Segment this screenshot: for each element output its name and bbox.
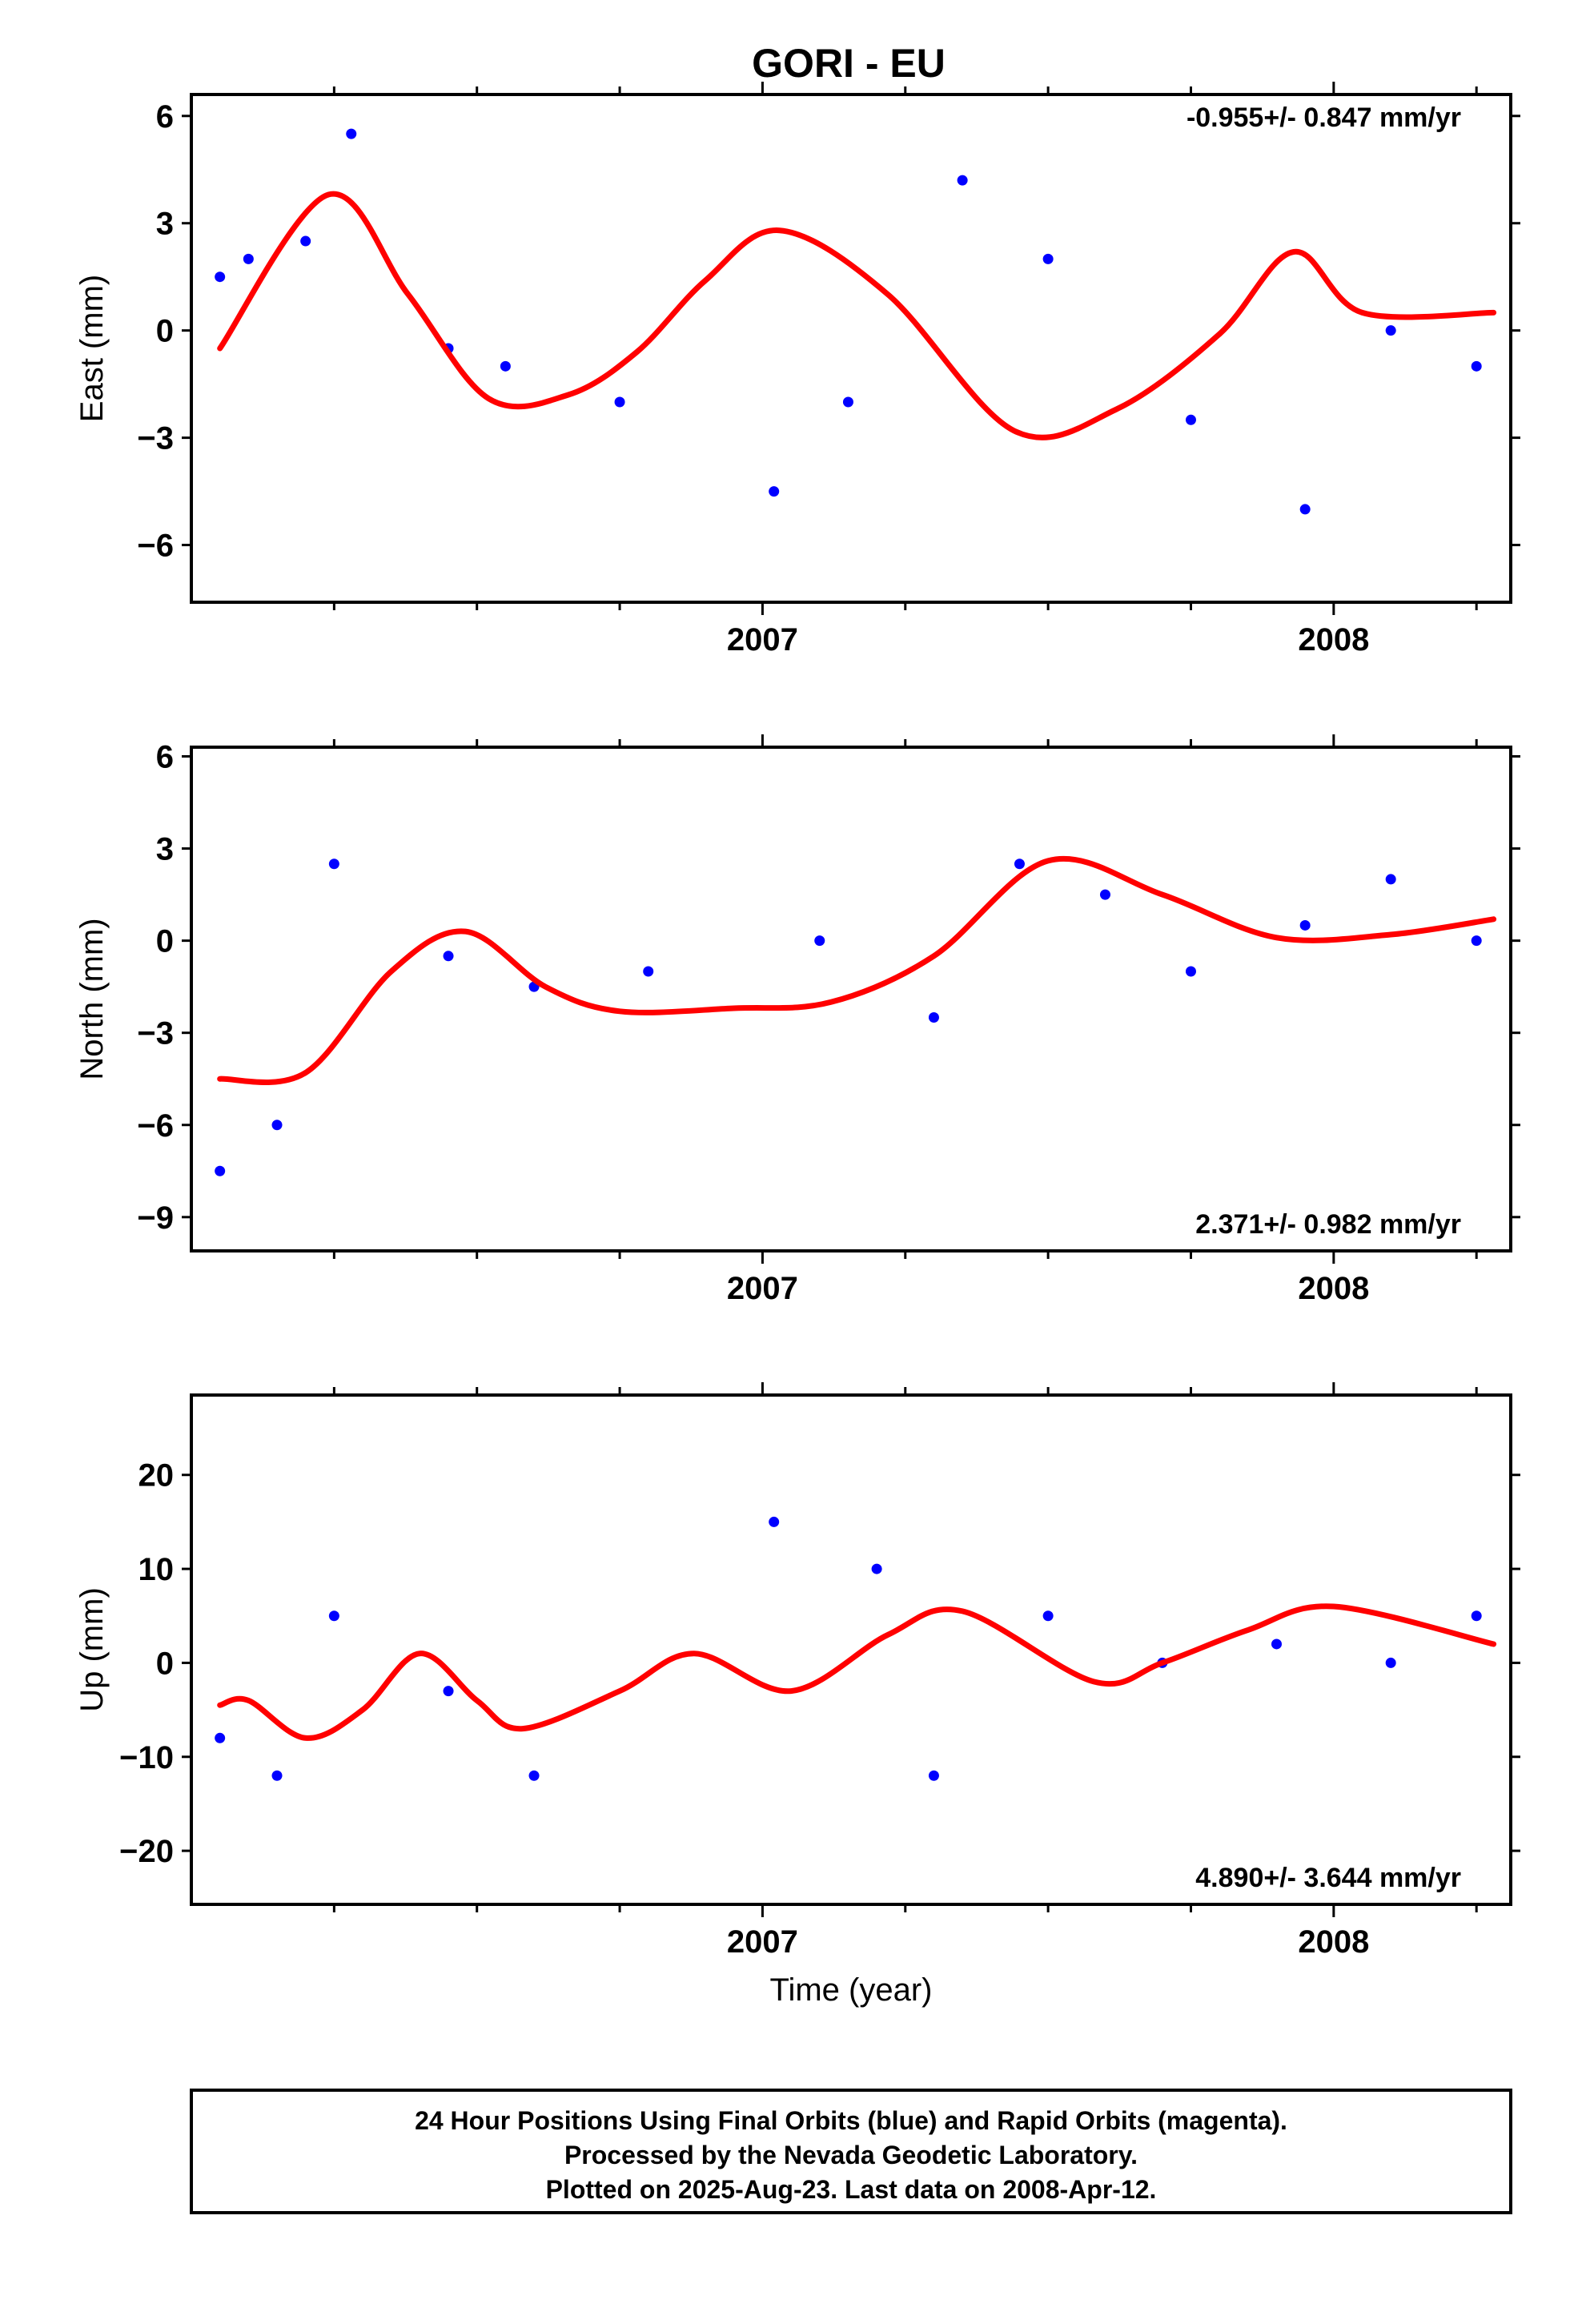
east-data-point xyxy=(500,360,511,372)
up-data-point xyxy=(928,1770,939,1781)
north-data-point xyxy=(1471,935,1482,947)
east-model-curve xyxy=(217,191,1497,440)
panel-north: 6 3 0 −3 −6 −9 2007 2008 North (mm) 2.371+/- 0.98… xyxy=(74,734,1520,1306)
up-data-point xyxy=(1271,1638,1282,1650)
north-data-point xyxy=(1185,966,1196,977)
up-ytick-label: 0 xyxy=(156,1646,174,1681)
east-frame xyxy=(190,93,1512,604)
footer-line-3: Plotted on 2025-Aug-23. Last data on 200… xyxy=(546,2175,1157,2204)
panels-group: 6 3 0 −3 −6 2007 2008 East (mm) -0.955+/- 0.847 … xyxy=(74,82,1520,2008)
up-data-point xyxy=(871,1563,882,1574)
panel-up: 20 10 0 −10 −20 2007 2008 Up (mm) Time (year) 4.8… xyxy=(74,1382,1520,2008)
north-data-point xyxy=(215,1165,226,1176)
north-frame xyxy=(190,746,1512,1252)
north-data-point xyxy=(814,935,825,947)
north-model-curve xyxy=(217,855,1497,1085)
up-ytick-label: −10 xyxy=(119,1740,174,1775)
north-data-point xyxy=(271,1120,283,1131)
panel-east: 6 3 0 −3 −6 2007 2008 East (mm) -0.955+/- 0.847 … xyxy=(74,82,1520,657)
east-ytick-label: −6 xyxy=(137,529,174,564)
up-frame xyxy=(190,1393,1512,1906)
east-data-point xyxy=(300,235,311,247)
north-ytick-label: −6 xyxy=(137,1108,174,1144)
up-rate-label: 4.890+/- 3.644 mm/yr xyxy=(1195,1863,1461,1893)
up-data-point xyxy=(1042,1610,1054,1622)
north-data-point xyxy=(1385,874,1396,885)
east-data-point xyxy=(1185,414,1196,425)
north-ytick-label: 6 xyxy=(156,740,174,775)
north-data-point xyxy=(443,951,454,962)
north-data-point xyxy=(1299,919,1311,931)
north-xtick-label: 2008 xyxy=(1298,1271,1369,1306)
north-ytick-label: −3 xyxy=(137,1016,174,1051)
north-rate-label: 2.371+/- 0.982 mm/yr xyxy=(1195,1209,1461,1240)
up-xtick-label: 2007 xyxy=(727,1924,798,1960)
north-ytick-label: 3 xyxy=(156,832,174,867)
footer-line-1: 24 Hour Positions Using Final Orbits (bl… xyxy=(415,2106,1287,2135)
up-data-point xyxy=(271,1770,283,1781)
east-data-point xyxy=(842,396,853,408)
east-data-point xyxy=(215,271,226,283)
up-ytick-label: −20 xyxy=(119,1834,174,1869)
east-data-point xyxy=(1385,325,1396,336)
east-data-point xyxy=(1299,504,1311,515)
east-rate-label: -0.955+/- 0.847 mm/yr xyxy=(1186,103,1461,133)
east-data-point xyxy=(1042,253,1054,264)
east-data-point xyxy=(346,128,357,139)
up-data-point xyxy=(1471,1610,1482,1622)
north-data-point xyxy=(328,858,339,870)
east-data-point xyxy=(614,396,625,408)
north-ytick-label: 0 xyxy=(156,924,174,959)
up-ytick-label: 10 xyxy=(139,1552,175,1587)
east-xtick-label: 2007 xyxy=(727,622,798,657)
up-data-point xyxy=(1385,1657,1396,1668)
east-ytick-label: 3 xyxy=(156,207,174,242)
up-model-curve xyxy=(217,1603,1497,1741)
footer-line-2: Processed by the Nevada Geodetic Laborat… xyxy=(564,2141,1138,2169)
east-ytick-label: 0 xyxy=(156,314,174,349)
north-xtick-label: 2007 xyxy=(727,1271,798,1306)
up-xtick-label: 2008 xyxy=(1298,1924,1369,1960)
north-ytick-label: −9 xyxy=(137,1200,174,1236)
up-ytick-label: 20 xyxy=(139,1458,175,1494)
up-data-point xyxy=(215,1732,226,1743)
north-data-point xyxy=(928,1012,939,1023)
north-data-point xyxy=(1099,889,1110,900)
east-ylabel: East (mm) xyxy=(74,275,110,422)
chart-title: GORI - EU xyxy=(752,41,946,86)
footer-box xyxy=(190,2089,1512,2214)
north-data-point xyxy=(1014,858,1025,870)
east-data-point xyxy=(243,253,254,264)
north-data-point xyxy=(643,966,654,977)
east-xtick-label: 2008 xyxy=(1298,622,1369,657)
east-ytick-label: −3 xyxy=(137,421,174,456)
up-data-point xyxy=(769,1516,780,1527)
up-data-point xyxy=(443,1686,454,1697)
east-data-point xyxy=(1471,360,1482,372)
up-data-point xyxy=(328,1610,339,1622)
up-data-point xyxy=(528,1770,540,1781)
north-ylabel: North (mm) xyxy=(74,918,110,1080)
up-ylabel: Up (mm) xyxy=(74,1587,110,1712)
east-data-point xyxy=(769,486,780,497)
east-data-point xyxy=(957,175,968,186)
up-xlabel: Time (year) xyxy=(770,1972,933,2008)
east-ytick-label: 6 xyxy=(156,99,174,135)
